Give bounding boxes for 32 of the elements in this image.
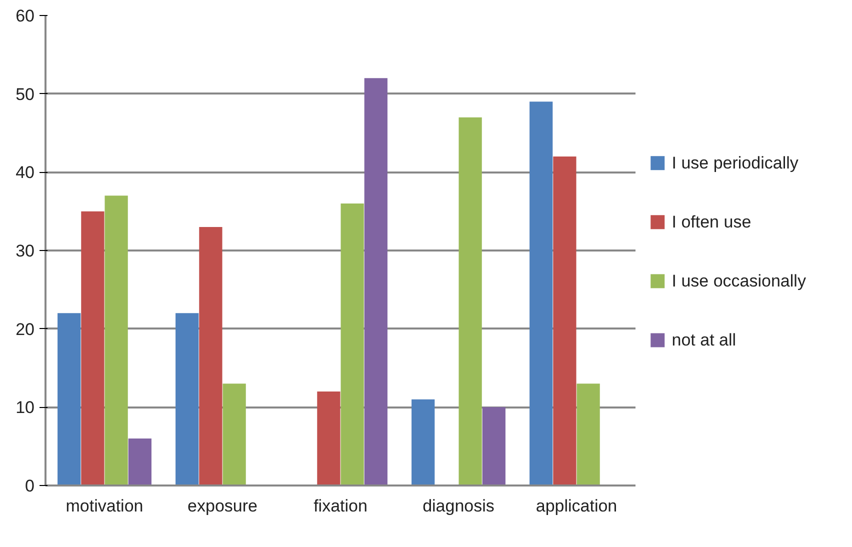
legend-label: I use occasionally xyxy=(672,272,806,291)
bar xyxy=(340,204,364,486)
legend-label: I use periodically xyxy=(672,154,799,173)
bar xyxy=(58,313,81,486)
x-tick-label: application xyxy=(536,496,618,516)
legend-label: I often use xyxy=(672,212,752,232)
y-tick-label: 10 xyxy=(16,398,35,418)
bar xyxy=(317,392,340,486)
x-tick-label: motivation xyxy=(66,496,144,516)
bar xyxy=(553,156,576,486)
y-tick-label: 60 xyxy=(16,6,35,26)
x-tick-label: fixation xyxy=(314,496,368,516)
y-tick-label: 50 xyxy=(16,84,35,104)
x-tick-label: exposure xyxy=(188,496,258,516)
bar xyxy=(576,384,600,486)
y-tick-label: 40 xyxy=(16,163,35,182)
bar xyxy=(81,211,104,486)
bar xyxy=(222,384,246,486)
y-tick-label: 0 xyxy=(25,476,35,496)
bar xyxy=(364,78,388,486)
bar xyxy=(199,227,222,486)
y-tick-label: 20 xyxy=(16,320,35,339)
y-tick-label: 30 xyxy=(16,242,35,260)
bar xyxy=(176,313,199,486)
bar xyxy=(412,399,435,486)
bar xyxy=(530,102,553,486)
bar xyxy=(128,438,152,486)
bar xyxy=(104,196,128,486)
legend-label: not at all xyxy=(672,330,736,350)
bar xyxy=(482,407,506,486)
bar xyxy=(458,117,482,486)
x-tick-label: diagnosis xyxy=(422,496,494,516)
